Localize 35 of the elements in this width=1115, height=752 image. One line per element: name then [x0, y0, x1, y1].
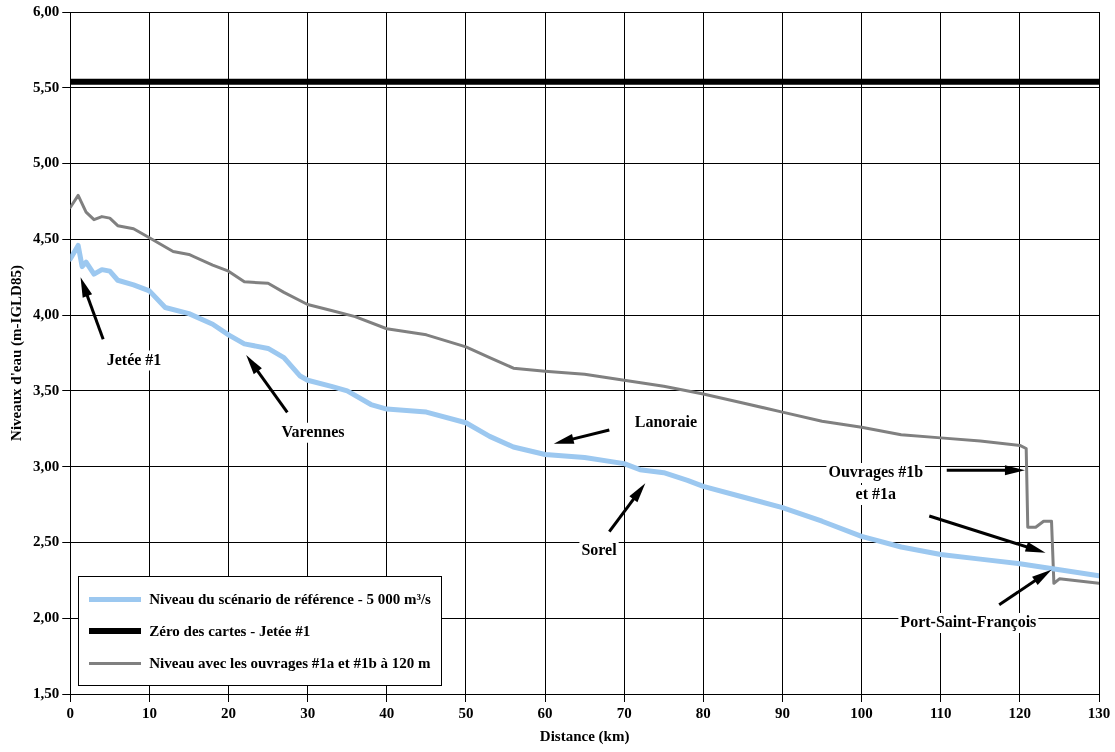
y-tick-label: 2,00: [33, 609, 60, 626]
x-tick-label: 0: [66, 704, 74, 721]
annotation: Jetée #1: [106, 350, 162, 368]
x-tick-label: 20: [221, 704, 237, 721]
y-tick-label: 2,50: [33, 533, 60, 550]
x-tick-label: 100: [850, 704, 873, 721]
y-tick-label: 3,00: [33, 457, 60, 474]
x-tick-label: 30: [300, 704, 316, 721]
annotation: Varennes: [281, 422, 345, 440]
y-axis-title: Niveaux d'eau (m-IGLD85): [7, 265, 25, 441]
x-axis-title: Distance (km): [539, 727, 630, 745]
annotation: Sorel: [581, 540, 618, 558]
y-tick-label: 3,50: [33, 381, 60, 398]
annotation: Ouvrages #1b et #1a: [828, 463, 924, 503]
y-tick-label: 5,00: [33, 154, 60, 171]
x-tick-label: 70: [616, 704, 632, 721]
x-tick-label: 120: [1008, 704, 1032, 721]
annotation: Lanoraie: [634, 412, 698, 430]
legend-label: Zéro des cartes - Jetée #1: [149, 622, 311, 640]
x-tick-label: 80: [695, 704, 711, 721]
y-tick-label: 1,50: [33, 684, 60, 701]
legend-label: Niveau avec les ouvrages #1a et #1b à 120 m: [149, 654, 431, 672]
x-tick-label: 130: [1087, 704, 1111, 721]
y-tick-label: 5,50: [33, 78, 60, 95]
y-tick-label: 6,00: [33, 2, 60, 19]
annotation: Port-Saint-François: [900, 613, 1037, 632]
x-tick-label: 40: [379, 704, 395, 721]
x-tick-label: 50: [458, 704, 474, 721]
x-tick-label: 90: [774, 704, 790, 721]
x-tick-label: 110: [929, 704, 952, 721]
x-tick-label: 60: [537, 704, 553, 721]
x-tick-label: 10: [141, 704, 157, 721]
y-tick-label: 4,00: [33, 305, 60, 322]
y-tick-label: 4,50: [33, 230, 60, 247]
legend-label: Niveau du scénario de référence - 5 000 m³/s: [149, 590, 431, 608]
